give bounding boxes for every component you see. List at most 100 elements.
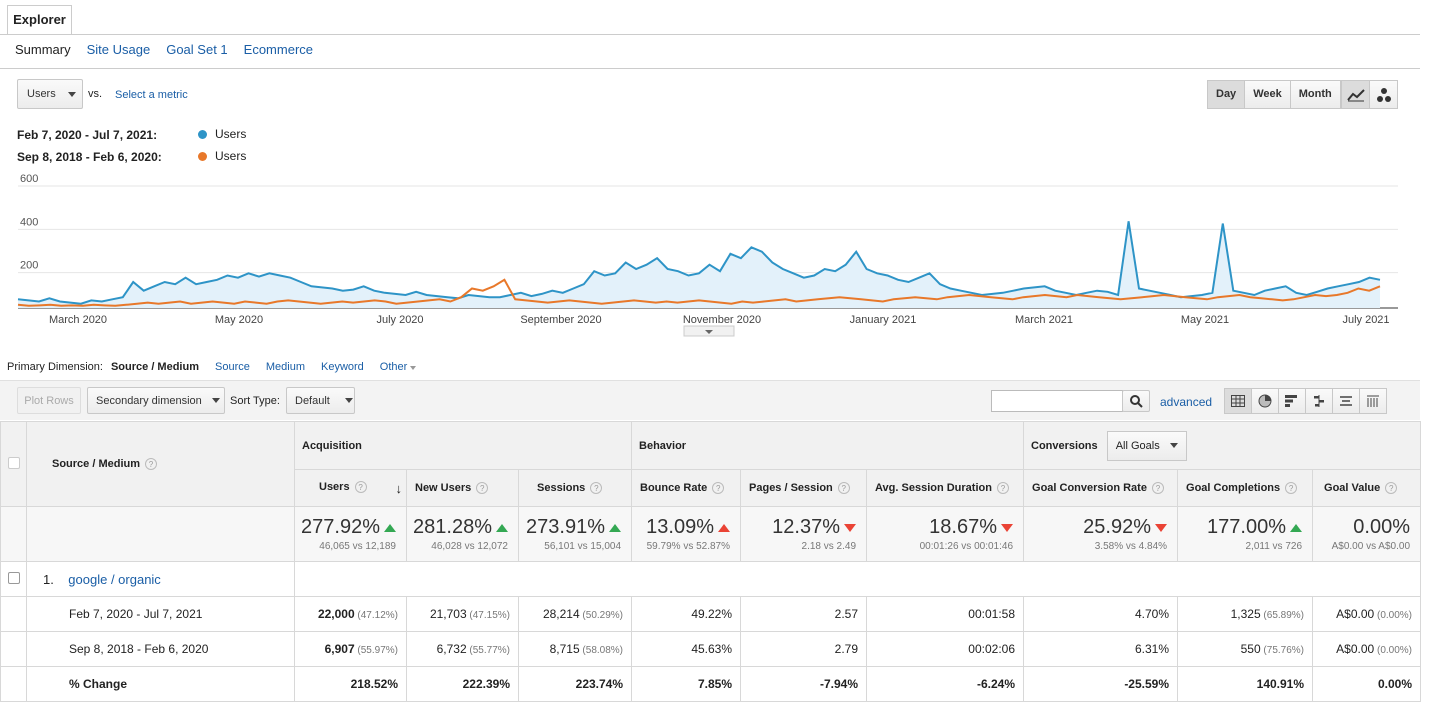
month-button[interactable]: Month (1289, 80, 1341, 109)
row-link-google-organic[interactable]: google / organic (68, 571, 161, 587)
table-cell: 4.70% (1023, 596, 1179, 632)
table-cell: 45.63% (631, 631, 742, 667)
table-cell: 00:02:06 (866, 631, 1025, 667)
x-tick-label: May 2020 (215, 314, 263, 326)
summary-cell: 12.37% 2.18 vs 2.49 (740, 506, 868, 562)
arrow-up-icon (609, 523, 622, 532)
term-cloud-icon (1340, 396, 1352, 406)
plot-rows-button[interactable]: Plot Rows (17, 387, 81, 414)
conversions-label: Conversions (1031, 439, 1098, 452)
table-cell: 550 (75.76%) (1177, 631, 1314, 667)
advanced-filter-link[interactable]: advanced (1160, 395, 1213, 409)
table-view-button[interactable] (1224, 388, 1252, 414)
dimension-medium[interactable]: Medium (265, 361, 305, 373)
cell-value: 00:02:06 (968, 642, 1016, 656)
day-button[interactable]: Day (1207, 80, 1246, 109)
y-tick-label: 600 (20, 173, 38, 185)
summary-cell: 281.28% 46,028 vs 12,072 (406, 506, 519, 562)
summary-percent-value: 273.91% (526, 516, 606, 538)
col-goal-value[interactable]: Goal Value? (1312, 469, 1422, 507)
dimension-other[interactable]: Other (380, 361, 417, 373)
dimension-keyword[interactable]: Keyword (320, 361, 364, 373)
group-header-row: Source / Medium? Acquisition Behavior Co… (0, 421, 1422, 507)
week-button[interactable]: Week (1244, 80, 1291, 109)
term-cloud-view-button[interactable] (1332, 388, 1360, 414)
summary-comparison: 46,028 vs 12,072 (431, 541, 508, 552)
subtab-site-usage[interactable]: Site Usage (86, 42, 151, 57)
col-goal-conversion-rate[interactable]: Goal Conversion Rate? (1023, 469, 1179, 507)
help-icon[interactable]: ? (1285, 482, 1298, 494)
dimension-other-label: Other (379, 361, 408, 373)
motion-chart-button[interactable] (1369, 80, 1398, 109)
help-icon[interactable]: ? (476, 482, 489, 494)
dimension-source[interactable]: Source (215, 361, 250, 373)
tab-explorer[interactable]: Explorer (7, 5, 72, 35)
comparison-view-button[interactable] (1305, 388, 1333, 414)
summary-comparison: 56,101 vs 15,004 (544, 541, 622, 552)
col-new-users[interactable]: New Users? (406, 469, 519, 507)
cell-value: A$0.00 (1336, 607, 1375, 621)
col-bounce-rate[interactable]: Bounce Rate? (631, 469, 742, 507)
cell-percent: (58.08%) (579, 645, 624, 656)
col-pages-session[interactable]: Pages / Session? (740, 469, 868, 507)
table-cell: 140.91% (1177, 666, 1314, 702)
subtab-goal-set-1[interactable]: Goal Set 1 (166, 42, 228, 57)
select-all-checkbox[interactable] (7, 457, 20, 469)
cell-value: 21,703 (429, 607, 467, 621)
cell-percent: (55.77%) (466, 645, 510, 656)
summary-cell: 25.92% 3.58% vs 4.84% (1023, 506, 1179, 562)
help-icon[interactable]: ? (996, 482, 1009, 494)
col-label: Pages / Session (749, 482, 833, 494)
cell-value: 2.57 (834, 607, 859, 621)
subtab-summary[interactable]: Summary (15, 42, 71, 57)
col-goal-completions[interactable]: Goal Completions? (1177, 469, 1314, 507)
pie-view-button[interactable] (1251, 388, 1279, 414)
legend-series-label: Users (215, 127, 247, 141)
data-table: Source / Medium? Acquisition Behavior Co… (0, 421, 1422, 702)
summary-percent: 0.00% (1313, 516, 1410, 539)
cell-percent: (0.00%) (1374, 645, 1413, 656)
subtab-ecommerce[interactable]: Ecommerce (243, 42, 314, 57)
col-sessions[interactable]: Sessions? (517, 469, 633, 507)
cell-value: 28,214 (542, 607, 580, 621)
search-button[interactable] (1122, 390, 1150, 412)
chevron-down-icon (410, 366, 417, 370)
performance-view-button[interactable] (1278, 388, 1306, 414)
summary-percent: 13.09% (632, 516, 731, 539)
help-icon[interactable]: ? (837, 482, 850, 494)
legend-range-current: Feb 7, 2020 - Jul 7, 2021: (17, 128, 158, 142)
help-icon[interactable]: ? (145, 458, 158, 470)
col-users[interactable]: Users? ↓ (294, 469, 407, 507)
y-tick-label: 400 (20, 216, 38, 228)
help-icon[interactable]: ? (1151, 482, 1164, 494)
sort-type-label: Sort Type: (230, 395, 280, 407)
view-switcher (1224, 388, 1387, 414)
help-icon[interactable]: ? (1385, 482, 1398, 494)
line-chart-button[interactable] (1341, 80, 1370, 109)
metric-select[interactable]: Users (17, 79, 83, 109)
pivot-view-button[interactable] (1359, 388, 1387, 414)
row-checkbox[interactable] (7, 571, 20, 584)
dimension-source-medium[interactable]: Source / Medium (110, 361, 199, 373)
summary-percent-value: 12.37% (772, 516, 841, 538)
col-label: Goal Value (1324, 482, 1381, 494)
table-cell: -7.94% (740, 666, 868, 702)
table-search-input[interactable] (991, 390, 1123, 412)
goals-select[interactable]: All Goals (1106, 430, 1187, 461)
help-icon[interactable]: ? (354, 480, 367, 493)
help-icon[interactable]: ? (712, 482, 725, 494)
dimension-header[interactable]: Source / Medium? (26, 421, 295, 507)
x-tick-label: January 2021 (850, 314, 917, 326)
sort-type-select[interactable]: Default (286, 387, 355, 414)
arrow-down-icon (1001, 523, 1014, 532)
col-avg-session-duration[interactable]: Avg. Session Duration? (866, 469, 1025, 507)
legend-series-current: Users (198, 127, 246, 141)
table-cell: 2.79 (740, 631, 868, 667)
summary-percent: 281.28% (407, 516, 508, 539)
chevron-down-icon (211, 398, 220, 403)
help-icon[interactable]: ? (590, 482, 603, 494)
select-metric-link[interactable]: Select a metric (115, 89, 188, 101)
secondary-dimension-select[interactable]: Secondary dimension (87, 387, 225, 414)
col-label: New Users (415, 482, 472, 494)
summary-cell: 0.00% A$0.00 vs A$0.00 (1312, 506, 1422, 562)
